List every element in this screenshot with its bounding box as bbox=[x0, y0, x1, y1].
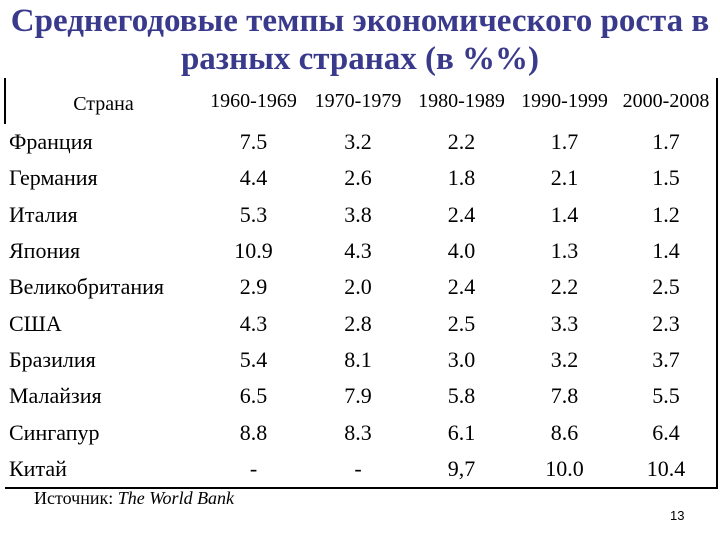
growth-value-cell: 4.4 bbox=[239, 165, 268, 191]
growth-value-cell: 5.3 bbox=[239, 201, 268, 227]
growth-value-cell: 3.8 bbox=[344, 201, 372, 227]
growth-value-cell: 5.5 bbox=[616, 378, 718, 415]
page-title: Среднегодовые темпы экономического роста… bbox=[0, 2, 720, 78]
growth-value-cell: 3.2 bbox=[344, 129, 372, 155]
page-number: 13 bbox=[670, 508, 685, 523]
growth-value-cell: 1.3 bbox=[550, 238, 579, 264]
table-row: Малайзия 6.5 7.9 5.8 7.8 5.5 bbox=[5, 378, 718, 415]
table-row: Бразилия 5.4 8.1 3.0 3.2 3.7 bbox=[5, 341, 718, 379]
growth-value-cell: 1.7 bbox=[550, 129, 579, 155]
table-row: Сингапур 8.8 8.3 6.1 8.6 6.4 bbox=[5, 414, 718, 451]
country-cell: Великобритания bbox=[9, 274, 165, 300]
table-row: Япония 10.9 4.3 4.0 1.3 1.4 bbox=[5, 232, 718, 270]
growth-value-cell: 2.2 bbox=[447, 129, 476, 155]
title-line-2: разных странах (в %%) bbox=[180, 41, 540, 77]
growth-value-cell: 8.3 bbox=[344, 419, 372, 445]
country-cell: Сингапур bbox=[9, 419, 100, 445]
growth-value-cell: - bbox=[306, 450, 410, 489]
growth-value-cell: 2.0 bbox=[344, 274, 372, 300]
growth-value-cell: 2.8 bbox=[344, 310, 372, 336]
table-row: Китай - -9,7 10.0 10.4 bbox=[5, 450, 718, 489]
header-country: Страна bbox=[4, 78, 201, 124]
growth-value-cell: 3.7 bbox=[616, 341, 718, 379]
table-header-row: Страна 1960-1969 1970-1979 1980-1989 199… bbox=[4, 78, 718, 124]
growth-value-cell: 2.5 bbox=[616, 269, 718, 306]
country-cell: Малайзия bbox=[9, 383, 102, 409]
growth-value-cell: 8.8 bbox=[239, 419, 268, 445]
growth-value-cell: 4.3 bbox=[344, 238, 372, 264]
country-cell: Китай bbox=[5, 450, 201, 489]
growth-value-cell: - bbox=[201, 450, 306, 489]
growth-value-cell: 2.3 bbox=[616, 305, 718, 342]
growth-value-cell: 6.1 bbox=[447, 419, 476, 445]
table-row: Франция 7.5 3.2 2.2 1.7 1.7 bbox=[5, 124, 718, 161]
country-cell: Франция bbox=[9, 129, 93, 155]
growth-value-cell: 1.4 bbox=[616, 232, 718, 270]
growth-value-cell: 2.5 bbox=[447, 310, 476, 336]
growth-value-cell: 1.4 bbox=[550, 201, 579, 227]
growth-value-cell: 3.0 bbox=[447, 346, 476, 372]
growth-value-cell: 2.4 bbox=[447, 274, 476, 300]
growth-value-cell: 1.5 bbox=[616, 160, 718, 197]
country-cell: США bbox=[9, 310, 62, 336]
growth-value-cell: 8.6 bbox=[550, 419, 579, 445]
growth-value-cell: 1.7 bbox=[616, 124, 718, 161]
growth-value-cell: 7.8 bbox=[550, 383, 579, 409]
growth-value-cell: 2.2 bbox=[550, 274, 579, 300]
growth-value-cell: 1.8 bbox=[447, 165, 476, 191]
country-cell: Япония bbox=[9, 238, 81, 264]
header-period-1970: 1970-1979 bbox=[314, 89, 402, 112]
table-row: Германия 4.4 2.6 1.8 2.1 1.5 bbox=[5, 160, 718, 197]
growth-value-cell: 2.1 bbox=[550, 165, 579, 191]
table-row: Великобритания 2.9 2.0 2.4 2.2 2.5 bbox=[5, 269, 718, 306]
growth-value-cell: 5.8 bbox=[447, 383, 476, 409]
table-row: США 4.3 2.8 2.5 3.3 2.3 bbox=[5, 305, 718, 342]
growth-value-cell: 3.3 bbox=[550, 310, 579, 336]
title-line-1: Среднегодовые темпы экономического роста… bbox=[10, 3, 710, 39]
country-cell: Италия bbox=[9, 201, 78, 227]
source-note: Источник: The World Bank bbox=[34, 488, 234, 509]
country-cell: Бразилия bbox=[9, 346, 96, 372]
growth-value-cell: 2.4 bbox=[447, 201, 476, 227]
header-period-2000: 2000-2008 bbox=[616, 78, 718, 124]
growth-value-cell: 5.4 bbox=[239, 346, 268, 372]
growth-value-cell: 6.4 bbox=[616, 414, 718, 451]
growth-value-cell: 10.9 bbox=[234, 238, 273, 264]
growth-value-cell: 2.9 bbox=[239, 274, 268, 300]
header-period-1980: 1980-1989 bbox=[418, 89, 505, 112]
growth-value-cell: 7.5 bbox=[239, 129, 268, 155]
source-name: The World Bank bbox=[117, 488, 235, 508]
table-body: Франция 7.5 3.2 2.2 1.7 1.7 Германия 4.4 2.6 1.8 2… bbox=[5, 124, 718, 489]
header-period-1960: 1960-1969 bbox=[210, 89, 297, 112]
growth-value-cell: 3.2 bbox=[550, 346, 579, 372]
growth-value-cell: 9,7 bbox=[410, 450, 513, 489]
growth-value-cell: 10.0 bbox=[513, 450, 616, 489]
growth-value-cell: 2.6 bbox=[344, 165, 372, 191]
growth-value-cell: 1.2 bbox=[616, 196, 718, 233]
growth-table: Страна 1960-1969 1970-1979 1980-1989 199… bbox=[4, 78, 718, 489]
table-row: Италия 5.3 3.8 2.4 1.4 1.2 bbox=[5, 196, 718, 233]
growth-value-cell: 4.3 bbox=[239, 310, 268, 336]
growth-value-cell: 4.0 bbox=[447, 238, 476, 264]
growth-value-cell: 8.1 bbox=[344, 346, 372, 372]
growth-value-cell: 6.5 bbox=[239, 383, 268, 409]
source-label: Источник: bbox=[34, 488, 114, 508]
header-period-1990: 1990-1999 bbox=[521, 89, 608, 112]
country-cell: Германия bbox=[9, 165, 98, 191]
growth-value-cell: 7.9 bbox=[344, 383, 372, 409]
growth-value-cell: 10.4 bbox=[616, 450, 718, 489]
